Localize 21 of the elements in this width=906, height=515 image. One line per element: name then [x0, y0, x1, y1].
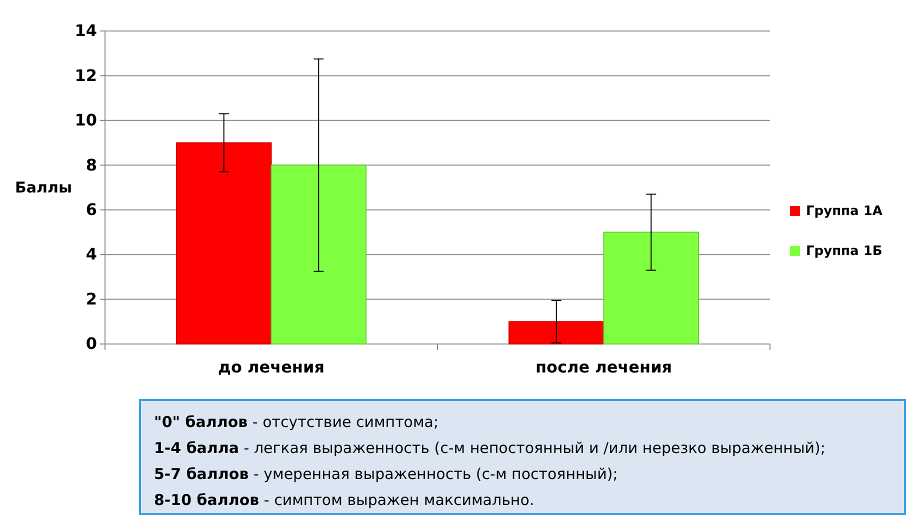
y-tick-label: 4 [86, 244, 97, 264]
y-tick-label: 0 [86, 334, 97, 354]
text: 5-7 баллов - умеренная выраженность (с-м постоянный); [154, 465, 618, 483]
y-tick-label: 12 [74, 66, 97, 85]
text: 8-10 баллов - симптом выражен максимально. [154, 491, 534, 509]
y-tick-label: 6 [86, 200, 97, 219]
x-tick-label: до лечения [218, 358, 324, 377]
y-tick-label: 10 [74, 110, 97, 130]
bar [270, 164, 367, 344]
text: 1-4 балла - легкая выраженность (с-м непостоянный и /или нерезко выраженный); [154, 439, 826, 457]
bar [176, 142, 272, 344]
x-tick-label: после лечения [535, 358, 672, 377]
legend-label: Группа 1А [806, 204, 882, 219]
text: "0" баллов - отсутствие симптома; [154, 413, 439, 431]
bar [508, 321, 604, 344]
y-tick-label: 2 [86, 289, 97, 308]
legend-label: Группа 1Б [806, 244, 882, 259]
y-axis-title: Баллы [15, 178, 72, 196]
bar [603, 232, 700, 344]
y-tick-label: 14 [74, 21, 97, 40]
y-tick-label: 8 [86, 155, 97, 174]
